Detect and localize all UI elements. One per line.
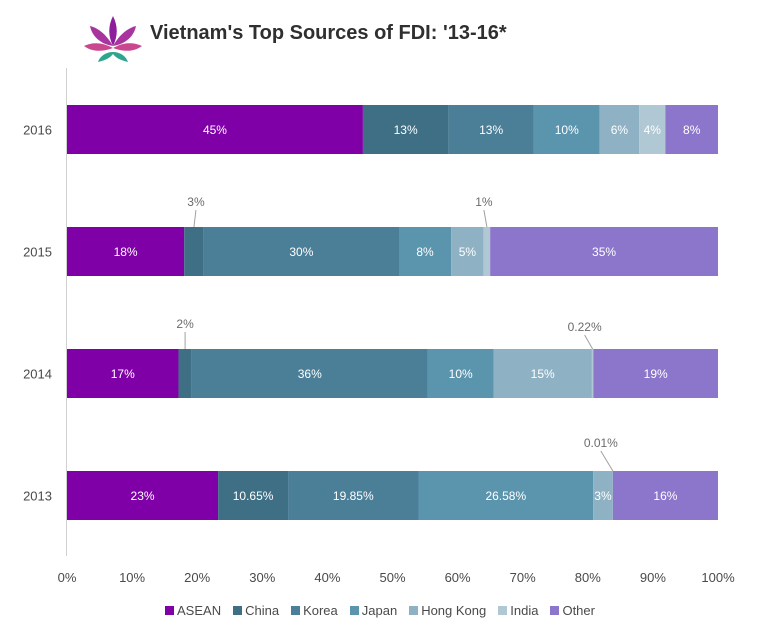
category-label: 2014: [23, 367, 52, 382]
callout-leader: [193, 209, 197, 228]
x-tick-label: 30%: [249, 570, 275, 585]
category-label: 2015: [23, 245, 52, 260]
bar-segment-india: [591, 349, 594, 398]
x-tick-label: 0%: [58, 570, 77, 585]
legend-swatch: [349, 606, 359, 615]
legend-item-other: Other: [550, 603, 595, 618]
legend-swatch: [165, 606, 175, 615]
data-label: 23%: [131, 489, 155, 503]
callout-label: 1%: [475, 195, 493, 209]
data-label: 3%: [594, 489, 612, 503]
bar-segment-asean: [67, 227, 185, 276]
legend-swatch: [233, 606, 243, 615]
data-label: 35%: [592, 245, 616, 259]
data-label: 36%: [298, 367, 322, 381]
data-label: 16%: [653, 489, 677, 503]
data-label: 26.58%: [485, 489, 526, 503]
callout-label: 3%: [187, 195, 205, 209]
bar-segment-japan: [399, 227, 452, 276]
x-tick-label: 20%: [184, 570, 210, 585]
bar-segment-korea: [191, 349, 428, 398]
legend-swatch: [291, 606, 301, 615]
legend-swatch: [409, 606, 419, 615]
data-label: 13%: [479, 123, 503, 137]
bar-segment-hong-kong: [599, 105, 640, 154]
legend-item-hong-kong: Hong Kong: [409, 603, 486, 618]
bar-segment-hong-kong: [493, 349, 592, 398]
callout-leader: [483, 209, 488, 228]
legend-label: Japan: [361, 603, 398, 618]
legend-swatch: [550, 606, 560, 615]
callout-label: 0.01%: [584, 436, 618, 450]
bar-segment-china: [362, 105, 449, 154]
bar-segment-asean: [67, 349, 179, 398]
category-label: 2016: [23, 123, 52, 138]
chart-title: Vietnam's Top Sources of FDI: '13-16*: [150, 22, 507, 44]
legend: ASEAN China Korea Japan Hong Kong India Other: [0, 603, 760, 618]
bar-segment-japan: [533, 105, 600, 154]
data-label: 19.85%: [333, 489, 374, 503]
data-label: 10.65%: [233, 489, 274, 503]
bar-segment-japan: [427, 349, 494, 398]
legend-label: India: [510, 603, 539, 618]
bar-segment-japan: [418, 471, 594, 520]
data-label: 19%: [644, 367, 668, 381]
data-label: 18%: [114, 245, 138, 259]
bar-segment-korea: [448, 105, 534, 154]
bar-segment-china: [178, 349, 192, 398]
bar-segment-india: [483, 227, 491, 276]
data-label: 4%: [644, 123, 662, 137]
data-label: 10%: [555, 123, 579, 137]
bar-segment-asean: [67, 471, 219, 520]
x-tick-label: 60%: [445, 570, 471, 585]
data-label: 5%: [459, 245, 477, 259]
legend-label: China: [245, 603, 280, 618]
data-label: 8%: [683, 123, 701, 137]
legend-item-india: India: [498, 603, 538, 618]
bar-segment-hong-kong: [451, 227, 484, 276]
legend-item-asean: ASEAN: [165, 603, 221, 618]
legend-item-china: China: [233, 603, 279, 618]
bar-segment-other: [665, 105, 718, 154]
bar-segment-korea: [288, 471, 419, 520]
callout-label: 0.22%: [568, 320, 602, 334]
data-label: 17%: [111, 367, 135, 381]
category-label: 2013: [23, 489, 52, 504]
data-label: 13%: [394, 123, 418, 137]
legend-swatch: [498, 606, 508, 615]
x-tick-label: 40%: [314, 570, 340, 585]
legend-label: Korea: [303, 603, 338, 618]
x-tick-label: 70%: [510, 570, 536, 585]
data-label: 30%: [289, 245, 313, 259]
legend-label: Hong Kong: [421, 603, 487, 618]
lotus-logo: [84, 16, 142, 62]
legend-label: ASEAN: [177, 603, 222, 618]
bar-segment-other: [612, 471, 718, 520]
callout-leader: [600, 450, 614, 472]
x-tick-label: 100%: [701, 570, 735, 585]
legend-item-japan: Japan: [349, 603, 398, 618]
x-tick-label: 50%: [379, 570, 405, 585]
data-label: 8%: [416, 245, 434, 259]
stacked-bar-chart: 0% 10% 20% 30% 40% 50% 60% 70% 80% 90% 100% 2016 201…: [23, 68, 735, 585]
bar-segment-asean: [67, 105, 363, 154]
bar-segment-india: [639, 105, 666, 154]
data-label: 15%: [531, 367, 555, 381]
bar-segment-korea: [203, 227, 400, 276]
x-tick-label: 90%: [640, 570, 666, 585]
bar-segment-china: [184, 227, 204, 276]
callout-leader: [584, 334, 594, 350]
data-label: 6%: [611, 123, 629, 137]
data-label: 10%: [449, 367, 473, 381]
callout-label: 2%: [176, 317, 194, 331]
legend-label: Other: [562, 603, 595, 618]
x-tick-label: 80%: [575, 570, 601, 585]
bar-segment-hong-kong: [593, 471, 613, 520]
bar-segment-other: [593, 349, 718, 398]
bar-segment-china: [218, 471, 289, 520]
data-label: 45%: [203, 123, 227, 137]
x-tick-label: 10%: [119, 570, 145, 585]
legend-item-korea: Korea: [291, 603, 338, 618]
bar-segment-other: [490, 227, 718, 276]
